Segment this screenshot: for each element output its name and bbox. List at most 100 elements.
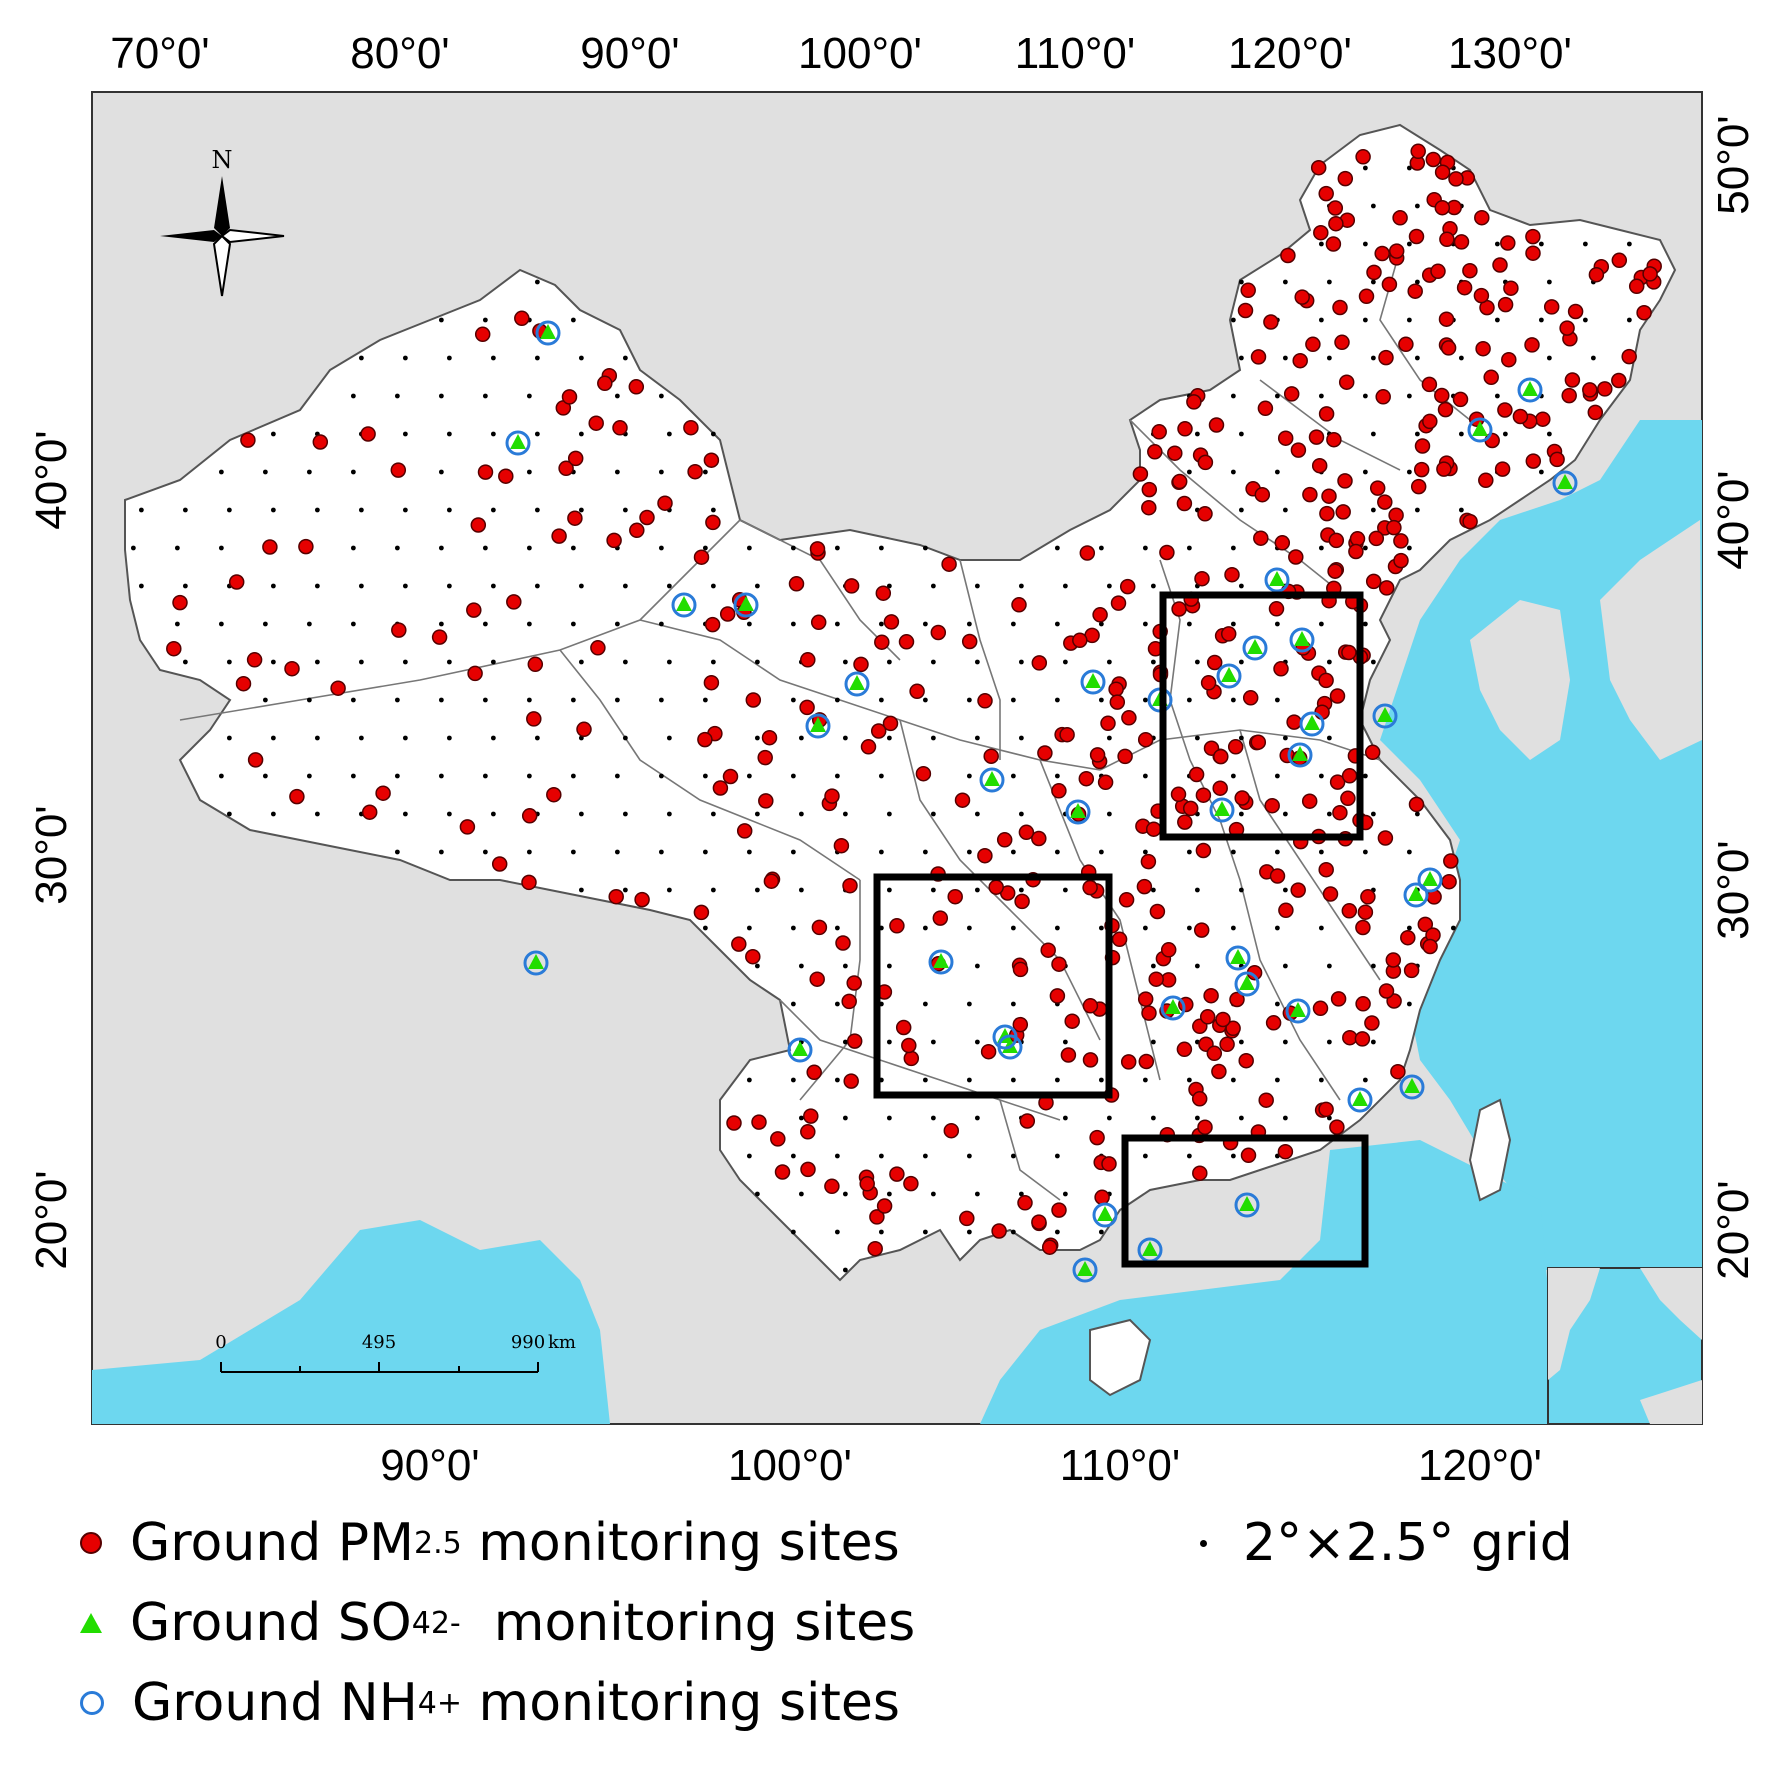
grid-point [622,507,628,513]
grid-point [1054,1153,1060,1159]
pm25-site [788,576,805,592]
pm25-site [1229,991,1245,1008]
grid-point [482,317,488,323]
grid-point [974,963,980,969]
pm25-site [1234,790,1250,806]
pm25-site [1051,783,1067,799]
pm25-site [289,788,305,805]
pm25-site [246,652,263,668]
grid-point [966,621,972,627]
grid-point [1274,773,1280,779]
grid-point [1274,1001,1280,1007]
grid-point [138,507,144,513]
pm25-site [1525,228,1541,245]
grid-point [790,1153,796,1159]
pm25-site [431,629,448,645]
top-axis-labels: 70°0' 80°0' 90°0' 100°0' 110°0' 120°0' 1… [110,29,1572,78]
pm25-site [1321,488,1337,504]
grid-point [930,1115,936,1121]
grid-point [182,507,188,513]
taiwan-island [1468,1098,1512,1202]
grid-point [1274,469,1280,475]
grid-point [1326,735,1332,741]
pm25-site [1587,404,1604,421]
so4-sites [510,324,1573,1276]
grid-point [1326,355,1332,361]
grid-point [1318,241,1324,247]
pm25-site [874,634,890,650]
pm25-site [1342,1029,1358,1046]
pm25-site [1031,1214,1047,1230]
so4-site [933,953,949,968]
grid-point [614,469,620,475]
grid-point [974,887,980,893]
grid-point [754,659,760,665]
pm25-site [799,699,815,716]
grid-point [878,1153,884,1159]
pm25-site [567,510,583,526]
top-tick-110: 110°0' [1015,29,1136,78]
grid-point [614,773,620,779]
grid-point [1406,849,1412,855]
grid-point [490,507,496,513]
pm25-site [961,633,978,650]
nh4-site [1417,867,1443,893]
pm25-site [1318,406,1335,422]
pm25-site [869,1209,885,1225]
pm25-site [1349,531,1366,547]
so4-site [540,324,556,339]
pm25-site [1273,661,1289,677]
pm25-site [1524,337,1540,353]
pm25-site [1145,821,1162,837]
grid-point [526,545,532,551]
pm25-site [898,634,915,650]
china-landmass [124,123,1677,1282]
pm25-site [1549,451,1565,468]
grid-point [1010,1229,1016,1235]
pm25-site [833,837,850,854]
grid-point [350,697,356,703]
grid-point [1062,887,1068,893]
pm25-site [1012,961,1029,978]
grid-point [1326,1039,1332,1045]
grid-point [1274,849,1280,855]
grid-point [174,545,180,551]
pm25-site [763,873,780,889]
grid-point [1194,1115,1200,1121]
grid-point [482,393,488,399]
grid-point [270,735,276,741]
pm25-site [1197,506,1213,522]
pm25-site [1220,626,1237,642]
right-tick-40: 40°0' [1709,470,1758,569]
pm25-site [467,665,483,682]
grid-point [886,1115,892,1121]
grid-point [1414,203,1420,209]
grid-point [174,621,180,627]
grid-point [1230,697,1236,703]
pm25-site [608,888,624,905]
grid-point [790,849,796,855]
grid-point [1018,583,1024,589]
pm25-site [1176,495,1193,512]
grid-point [1274,925,1280,931]
pm25-site [1393,533,1409,549]
grid-point [534,279,540,285]
pm25-site [1441,873,1457,890]
grid-point [614,393,620,399]
pm25-site [514,310,530,327]
pm25-site [657,495,673,511]
grid-point [1098,925,1104,931]
pm25-site [1398,336,1414,353]
so4-site [738,596,754,611]
grid-point [1230,317,1236,323]
grid-point [622,355,628,361]
pm25-site [1082,998,1099,1014]
pm25-site [1203,987,1219,1004]
so4-site [1294,631,1310,646]
grid-point [1098,849,1104,855]
pm25-site [932,910,949,926]
pm25-site [1332,299,1348,316]
grid-point [270,583,276,589]
grid-point [1230,849,1236,855]
pm25-site [526,711,542,727]
